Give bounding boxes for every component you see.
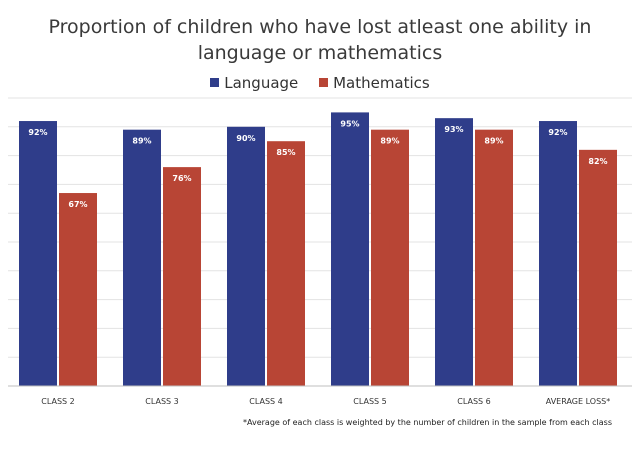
data-label-language-1: 92% [28, 128, 47, 137]
bar-mathematics-2 [163, 167, 201, 386]
data-label-language-6: 92% [548, 128, 567, 137]
data-label-mathematics-2: 76% [172, 174, 191, 183]
bar-language-3 [227, 126, 265, 387]
legend-item-mathematics: Mathematics [319, 74, 430, 92]
bar-language-4 [331, 112, 369, 387]
data-label-mathematics-1: 67% [68, 200, 87, 209]
legend-swatch-mathematics [319, 78, 329, 87]
bar-mathematics-6 [579, 149, 617, 386]
x-tick-label: CLASS 2 [41, 397, 75, 406]
data-label-mathematics-5: 89% [484, 137, 503, 146]
x-tick-label: CLASS 5 [353, 397, 387, 406]
bar-mathematics-5 [475, 129, 513, 386]
x-tick-label: CLASS 6 [457, 397, 491, 406]
bar-mathematics-4 [371, 129, 409, 386]
data-label-mathematics-3: 85% [276, 148, 295, 157]
data-label-language-5: 93% [444, 125, 463, 134]
bar-language-5 [435, 118, 473, 386]
x-tick-label: CLASS 4 [249, 397, 283, 406]
data-label-language-4: 95% [340, 119, 359, 128]
chart-title-line-2: language or mathematics [197, 42, 443, 64]
bar-language-1 [19, 121, 57, 386]
bar-mathematics-1 [59, 193, 97, 386]
legend-swatch-language [210, 78, 220, 87]
legend-item-language: Language [210, 74, 298, 92]
chart-title: Proportion of children who have lost atl… [0, 14, 640, 66]
legend-label-language: Language [224, 74, 299, 92]
bar-language-2 [123, 129, 161, 386]
data-label-language-3: 90% [236, 134, 255, 143]
data-label-language-2: 89% [132, 137, 151, 146]
legend-label-mathematics: Mathematics [333, 74, 430, 92]
x-tick-label: CLASS 3 [145, 397, 179, 406]
bar-mathematics-3 [267, 141, 305, 386]
data-label-mathematics-4: 89% [380, 137, 399, 146]
chart-title-line-1: Proportion of children who have lost atl… [48, 16, 592, 38]
chart-legend: Language Mathematics [0, 74, 640, 92]
x-tick-label: AVERAGE LOSS* [546, 397, 610, 406]
data-label-mathematics-6: 82% [588, 157, 607, 166]
bar-language-6 [539, 121, 577, 386]
chart-footnote: *Average of each class is weighted by th… [242, 418, 612, 427]
